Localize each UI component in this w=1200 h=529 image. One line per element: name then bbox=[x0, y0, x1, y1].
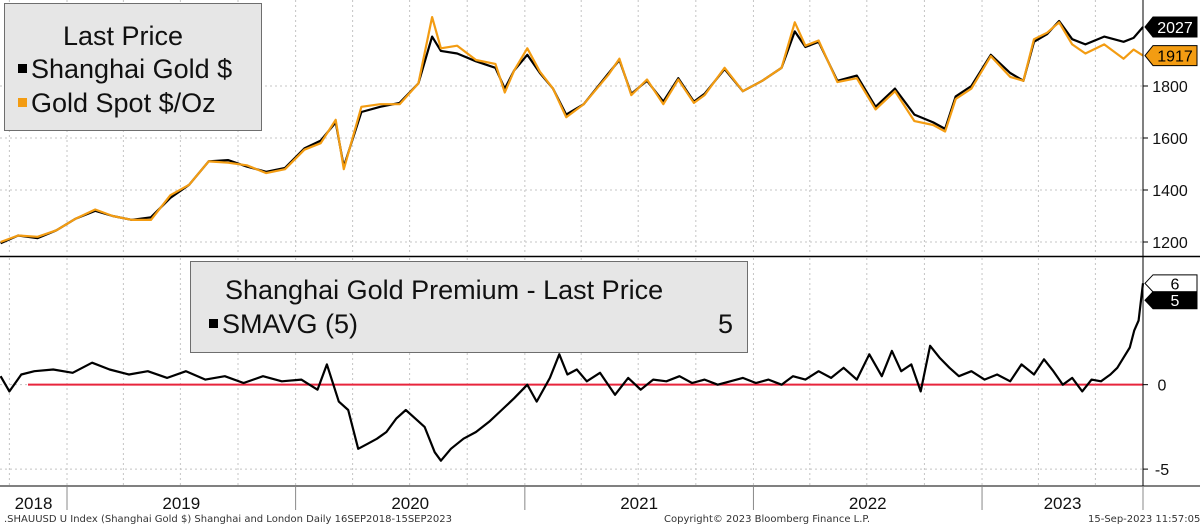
x-tick-label: 2019 bbox=[162, 494, 200, 513]
bottom-panel-series bbox=[0, 283, 1145, 462]
x-tick-label: 2022 bbox=[849, 494, 887, 513]
axis-frame bbox=[0, 0, 1200, 487]
last-value-tag bbox=[1144, 45, 1198, 67]
y-tick-label: 1800 bbox=[1152, 79, 1188, 96]
legend-entry-gold-spot: Gold Spot $/Oz bbox=[18, 87, 216, 119]
y-tick-labels: 1200 1400 1600 1800 -5 0 bbox=[1143, 79, 1188, 479]
y-tick-label: 0 bbox=[1158, 378, 1167, 395]
last-value-label: 5 bbox=[1171, 293, 1180, 310]
last-value-tag bbox=[1144, 16, 1198, 38]
footer-timestamp: 15-Sep-2023 11:57:05 bbox=[1088, 514, 1200, 525]
legend-entry-shanghai-gold: Shanghai Gold $ bbox=[18, 53, 232, 85]
black-square-icon bbox=[18, 64, 27, 74]
bottom-legend-title: Shanghai Gold Premium - Last Price bbox=[225, 275, 664, 305]
bottom-legend: Shanghai Gold Premium - Last Price SMAVG… bbox=[190, 261, 748, 353]
legend-entry-label: Gold Spot $/Oz bbox=[31, 88, 216, 118]
x-tick-label: 2020 bbox=[391, 494, 429, 513]
black-square-icon bbox=[209, 319, 218, 329]
last-value-tag bbox=[1144, 274, 1198, 293]
last-value-tags: 2027 1917 65 bbox=[1144, 16, 1198, 310]
y-tick-label: 1200 bbox=[1152, 235, 1188, 252]
footer-copyright: Copyright© 2023 Bloomberg Finance L.P. bbox=[664, 514, 871, 525]
series-gold-spot-oz bbox=[0, 16, 1144, 244]
last-value-tag bbox=[1144, 291, 1198, 310]
top-legend: Last Price Shanghai Gold $ Gold Spot $/O… bbox=[4, 3, 262, 131]
legend-entry-smavg: SMAVG (5) bbox=[209, 308, 358, 340]
top-panel-series bbox=[0, 16, 1144, 245]
series-shanghai-gold-premium bbox=[0, 283, 1145, 462]
y-tick-label: -5 bbox=[1155, 462, 1169, 479]
legend-entry-label: Shanghai Gold $ bbox=[31, 54, 233, 84]
x-axis: 2018 2019 2020 2021 2022 2023 bbox=[15, 486, 1144, 513]
y-tick-label: 1400 bbox=[1152, 183, 1188, 200]
top-legend-title: Last Price bbox=[63, 21, 184, 51]
x-tick-label: 2021 bbox=[620, 494, 658, 513]
last-value-label: 1917 bbox=[1157, 49, 1193, 66]
x-tick-label: 2023 bbox=[1044, 494, 1082, 513]
footer-source: .SHAUUSD U Index (Shanghai Gold $) Shang… bbox=[4, 514, 452, 525]
smavg-value: 5 bbox=[717, 309, 733, 339]
orange-square-icon bbox=[18, 98, 27, 108]
legend-entry-label: SMAVG (5) bbox=[222, 309, 359, 339]
last-value-label: 6 bbox=[1171, 276, 1180, 293]
x-tick-label: 2018 bbox=[15, 494, 53, 513]
y-tick-label: 1600 bbox=[1152, 131, 1188, 148]
last-value-label: 2027 bbox=[1157, 20, 1193, 37]
